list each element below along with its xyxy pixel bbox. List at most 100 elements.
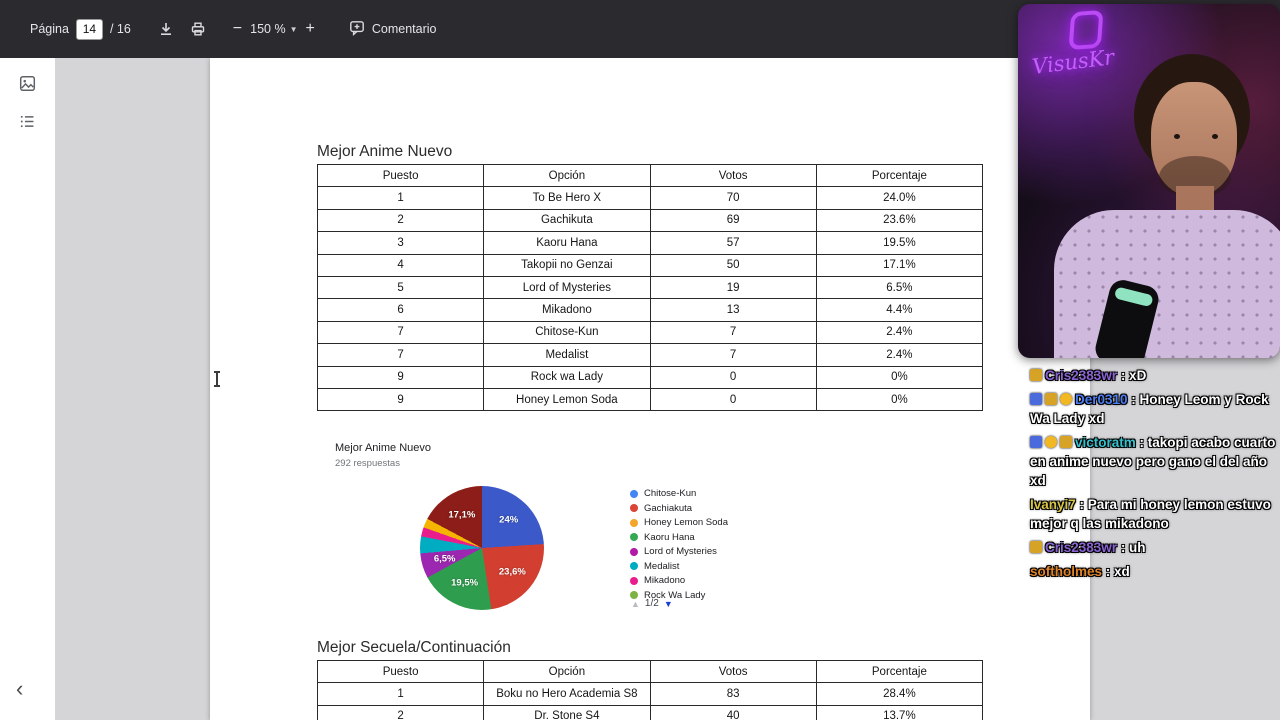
column-header: Votos (649, 163, 817, 188)
table-cell: 7 (649, 343, 817, 367)
legend-label: Lord of Mysteries (644, 546, 717, 557)
table-cell: Gachikuta (483, 208, 651, 233)
column-header: Puesto (316, 163, 485, 188)
table-cell: 19 (649, 275, 817, 300)
table-header-row: Puesto Opción Votos Porcentaje (316, 163, 984, 188)
table-cell: Honey Lemon Soda (483, 387, 651, 412)
coin-badge-icon (1045, 436, 1057, 448)
section-heading-anime-nuevo: Mejor Anime Nuevo (317, 143, 453, 160)
legend-label: Kaoru Hana (644, 531, 695, 543)
table-row: 3 Kaoru Hana 57 19.5% (316, 231, 984, 255)
table-cell: 0 (649, 387, 817, 412)
table-cell: 9 (316, 365, 485, 389)
table-cell: 57 (649, 231, 817, 255)
table-cell: 69 (649, 208, 817, 233)
table-row: 6 Mikadono 13 4.4% (316, 298, 984, 322)
print-icon (190, 21, 206, 37)
pie-chart: 24% 23,6% 19,5% 6,5% 17,1% (420, 486, 544, 610)
coin-badge-icon (1060, 393, 1072, 405)
table-cell: 28.4% (815, 682, 984, 706)
legend-item: Gachiakuta (630, 503, 728, 514)
text-cursor (214, 371, 220, 387)
webcam-overlay: VisusKr (1018, 4, 1280, 358)
blue-badge-icon (1030, 436, 1042, 448)
watermark-text: VisusKr (1030, 45, 1116, 79)
thumbnails-view-button[interactable] (12, 70, 44, 100)
chat-username[interactable]: Cris2383wr (1045, 368, 1118, 383)
trophy-badge-icon (1030, 369, 1042, 381)
column-header: Opción (483, 659, 651, 684)
table-cell: Dr. Stone S4 (483, 704, 651, 720)
table-cell: 9 (316, 387, 485, 412)
table-row: 7 Chitose-Kun 7 2.4% (316, 320, 984, 345)
collapse-panel-button[interactable]: ‹ (16, 676, 24, 701)
table-cell: 50 (649, 253, 817, 277)
table-cell: 13.7% (815, 704, 984, 720)
pdf-page: Mejor Anime Nuevo Puesto Opción Votos Porce… (210, 58, 1090, 720)
table-row: 9 Rock wa Lady 0 0% (316, 365, 984, 389)
blue-badge-icon (1030, 393, 1042, 405)
download-icon (158, 21, 174, 37)
table-row: 5 Lord of Mysteries 19 6.5% (316, 275, 984, 300)
chat-username[interactable]: Der0310 (1075, 392, 1128, 407)
table-cell: Kaoru Hana (483, 231, 651, 255)
table-cell: 17.1% (815, 253, 984, 277)
pie-slice-label: 17,1% (448, 509, 476, 521)
table-row: 7 Medalist 7 2.4% (316, 343, 984, 367)
table-cell: 0% (815, 365, 984, 389)
table-cell: 13 (649, 298, 817, 322)
legend-dot (630, 591, 638, 599)
print-button[interactable] (185, 16, 211, 42)
table-cell: 2.4% (815, 343, 984, 367)
streamer-sweater (1054, 210, 1280, 358)
table-cell: 24.0% (815, 186, 984, 210)
table-cell: 7 (316, 320, 485, 345)
comment-button[interactable]: Comentario (349, 20, 437, 39)
chat-username[interactable]: victoratm (1075, 435, 1136, 450)
legend-dot (630, 547, 638, 556)
chat-message: softholmes : xd (1030, 564, 1130, 579)
page-number-input[interactable] (75, 18, 103, 40)
table-cell: 4 (316, 253, 485, 277)
table-cell: 2.4% (815, 320, 984, 345)
table-cell: 2 (316, 208, 485, 233)
legend-dot (630, 504, 638, 512)
chat-username[interactable]: softholmes (1030, 564, 1103, 579)
legend-label: Medalist (644, 560, 680, 572)
chat-message: Cris2383wr : uh (1030, 538, 1276, 557)
legend-page-down-icon[interactable]: ▼ (663, 598, 673, 609)
chat-username[interactable]: Ivanyi7 (1030, 497, 1076, 512)
download-button[interactable] (153, 16, 179, 42)
zoom-value: 150 % (250, 22, 286, 36)
legend-pager: ▲ 1/2 ▼ (631, 598, 673, 609)
pie-slice-label: 23,6% (498, 566, 526, 578)
table-cell: 40 (649, 704, 817, 720)
microphone-band (1113, 286, 1154, 308)
table-row: 1 Boku no Hero Academia S8 83 28.4% (316, 682, 984, 706)
streamer-face (1151, 82, 1237, 196)
table-cell: 23.6% (815, 208, 984, 233)
zoom-out-button[interactable]: − (225, 16, 250, 42)
viewer-left-rail (0, 58, 55, 720)
outline-view-button[interactable] (12, 108, 44, 138)
legend-dot (630, 533, 638, 541)
legend-page-up-icon[interactable]: ▲ (631, 598, 640, 609)
comment-icon (349, 20, 365, 39)
page-total: / 16 (109, 22, 131, 36)
zoom-in-button[interactable]: + (298, 16, 323, 42)
table-cell: 3 (316, 231, 485, 255)
zoom-level-dropdown[interactable]: 150 % ▼ (250, 22, 297, 36)
legend-dot (630, 576, 638, 585)
comment-label: Comentario (371, 22, 437, 36)
table-cell: 0% (815, 387, 984, 412)
column-header: Porcentaje (815, 163, 984, 188)
table-cell: 5 (316, 275, 485, 300)
page-label: Página (30, 22, 69, 36)
trophy-badge-icon (1030, 541, 1042, 553)
table-cell: 4.4% (815, 298, 984, 322)
chat-username[interactable]: Cris2383wr (1045, 540, 1118, 555)
page-navigation: Página / 16 (30, 18, 131, 40)
table-cell: To Be Hero X (483, 186, 651, 210)
column-header: Puesto (316, 659, 485, 684)
